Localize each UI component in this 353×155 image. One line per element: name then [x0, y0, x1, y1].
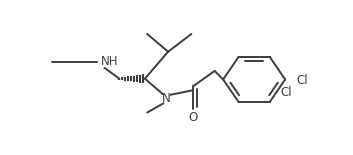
Text: N: N — [162, 92, 171, 105]
Text: Cl: Cl — [296, 74, 307, 87]
Text: O: O — [188, 111, 198, 124]
Text: Cl: Cl — [281, 86, 292, 99]
Text: NH: NH — [101, 55, 118, 68]
